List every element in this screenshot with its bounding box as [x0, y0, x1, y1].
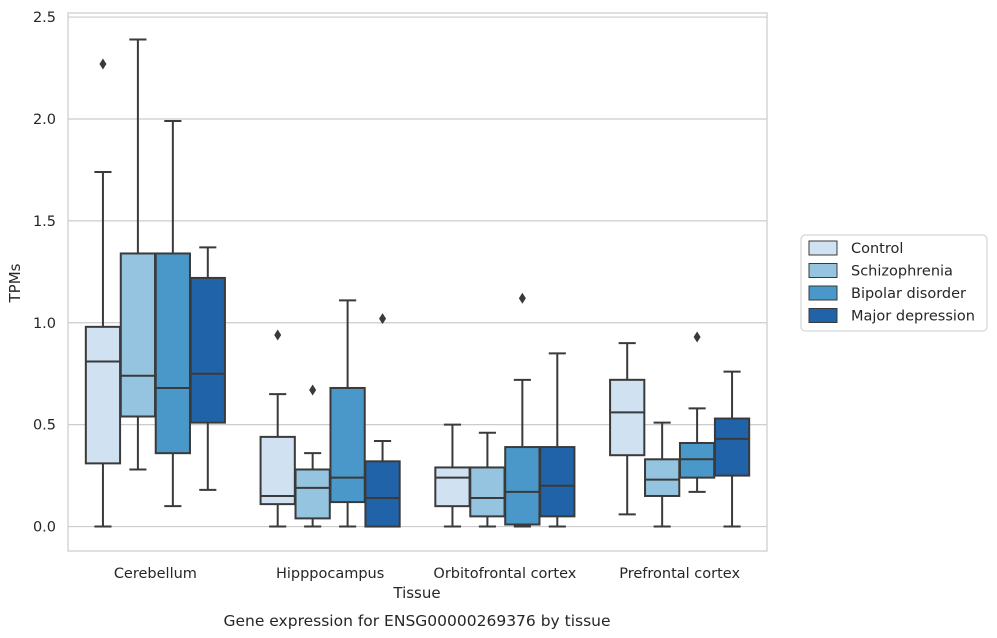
iqr-box [469, 466, 506, 518]
box-control [259, 329, 296, 528]
legend-swatch [808, 263, 838, 278]
legend-label: Bipolar disorder [851, 286, 966, 302]
box-bipolar-disorder [504, 292, 541, 528]
box-schizophrenia [469, 431, 506, 528]
outlier-point [274, 329, 282, 341]
iqr-box [119, 252, 157, 418]
iqr-box [713, 417, 751, 477]
iqr-box [294, 468, 331, 520]
iqr-box [678, 441, 716, 479]
x-tick-label: Hipppocampus [276, 566, 384, 582]
outlier-point [99, 58, 107, 70]
y-tick-labels: 0.0 0.5 1.0 1.5 2.0 2.5 [33, 10, 56, 535]
iqr-box [364, 460, 401, 528]
box-major-depression [364, 313, 401, 528]
box-bipolar-disorder [678, 331, 716, 493]
y-tick-label: 1.5 [33, 214, 56, 230]
box-bipolar-disorder [329, 299, 366, 528]
outlier-point [518, 292, 526, 304]
box-major-depression [713, 370, 751, 528]
iqr-box [609, 378, 646, 457]
iqr-box [434, 466, 471, 508]
legend-swatch [808, 308, 838, 323]
box-major-depression [189, 246, 226, 491]
iqr-box [84, 325, 122, 465]
y-tick-label: 0.0 [33, 520, 56, 536]
iqr-box [504, 446, 541, 526]
outlier-point [309, 384, 317, 396]
x-tick-label: Cerebellum [114, 566, 197, 582]
x-tick-label: Prefrontal cortex [619, 566, 740, 582]
box-schizophrenia [294, 384, 331, 528]
x-axis-label: Tissue [392, 584, 440, 602]
iqr-box [154, 252, 191, 455]
iqr-box [329, 386, 366, 504]
box-control [609, 342, 646, 516]
x-tick-label: Orbitofrontal cortex [433, 566, 576, 582]
y-tick-label: 1.0 [33, 316, 56, 332]
legend-swatch [808, 240, 838, 256]
box-control [84, 58, 122, 528]
outlier-point [693, 331, 701, 343]
iqr-box [644, 458, 681, 497]
legend: Control Schizophrenia Bipolar disorder Majo… [800, 234, 988, 332]
outlier-point [379, 313, 387, 325]
x-tick-labels: Cerebellum Hipppocampus Orbitofrontal cort… [114, 566, 741, 582]
iqr-box [189, 276, 226, 424]
iqr-box [539, 446, 576, 518]
box-schizophrenia [644, 421, 681, 528]
y-tick-label: 2.0 [33, 112, 56, 128]
box-major-depression [539, 352, 576, 528]
y-tick-label: 0.5 [33, 418, 56, 434]
box-series [84, 38, 751, 528]
iqr-box [259, 435, 296, 506]
legend-frame [800, 234, 988, 332]
y-axis-label: TPMs [6, 263, 24, 303]
legend-label: Schizophrenia [851, 264, 953, 280]
legend-label: Control [851, 241, 903, 257]
box-bipolar-disorder [154, 120, 191, 508]
y-tick-label: 2.5 [33, 10, 56, 26]
chart-caption: Gene expression for ENSG00000269376 by t… [223, 612, 610, 630]
legend-label: Major depression [851, 309, 975, 325]
legend-swatch [808, 285, 838, 301]
